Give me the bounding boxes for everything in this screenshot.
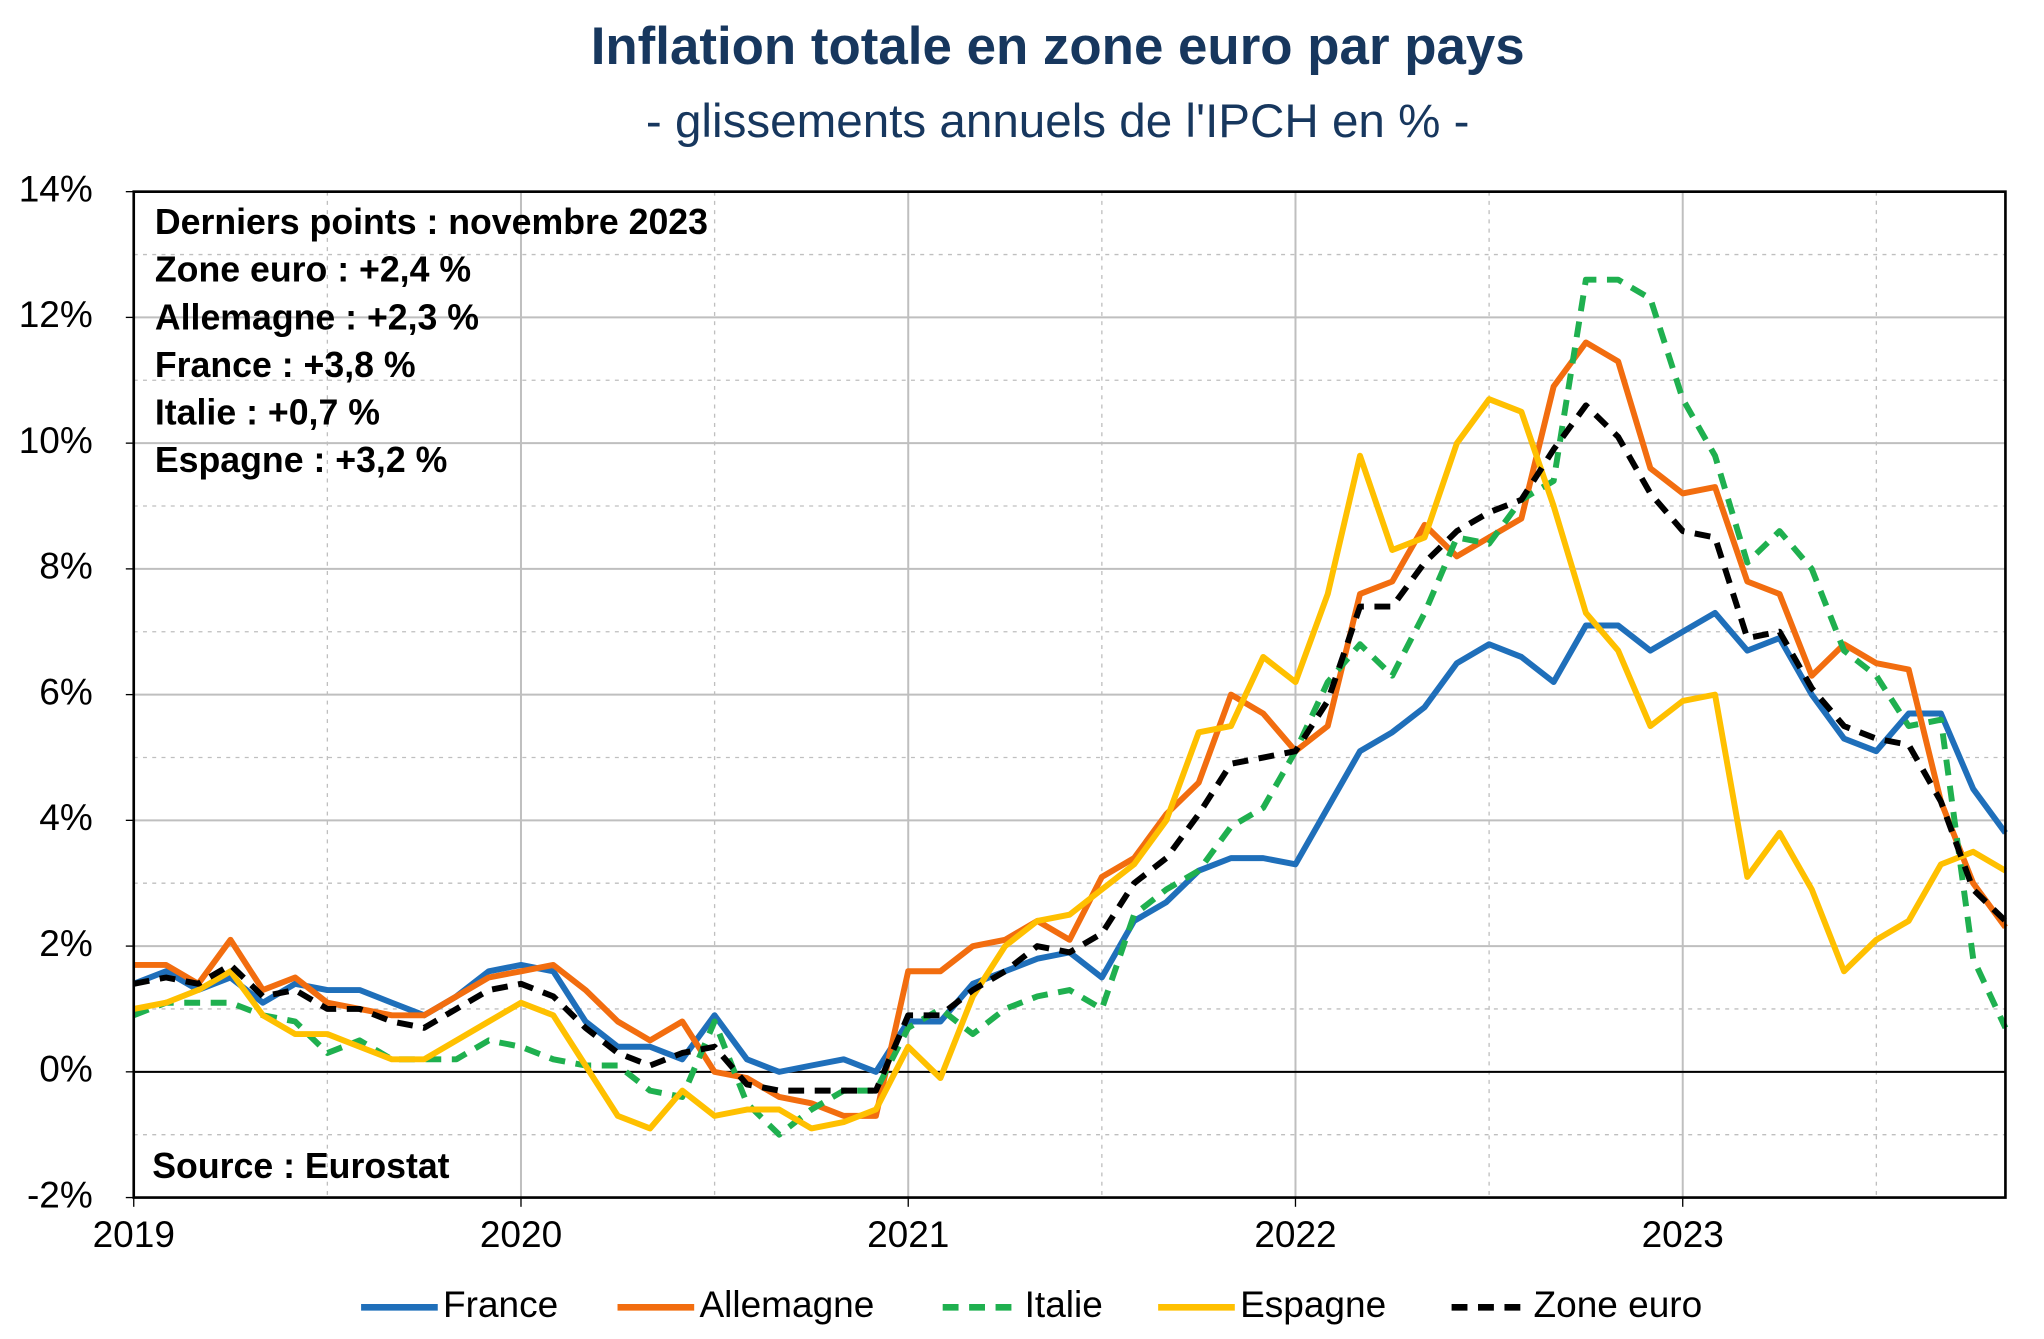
y-tick-label: -2%: [27, 1173, 93, 1215]
annotation: Italie : +0,7 %: [155, 392, 380, 432]
legend-label: Zone euro: [1534, 1283, 1703, 1325]
series-line: [132, 276, 2009, 1138]
legend-label: Espagne: [1240, 1283, 1386, 1325]
annotation: Derniers points : novembre 2023: [155, 202, 708, 242]
series-line: [133, 402, 2008, 1094]
series-line: [132, 609, 2008, 1075]
annotation: Zone euro : +2,4 %: [155, 250, 471, 290]
series-line: [133, 396, 2007, 1132]
legend-label: Allemagne: [699, 1283, 874, 1325]
y-tick-label: 6%: [39, 670, 92, 712]
annotation: Espagne : +3,2 %: [155, 440, 447, 480]
x-tick-label: 2022: [1254, 1213, 1336, 1255]
y-tick-label: 2%: [39, 922, 92, 964]
y-tick-label: 0%: [39, 1048, 92, 1090]
plot-border: [132, 190, 2007, 1199]
y-tick-label: 14%: [19, 167, 93, 209]
annotation: France : +3,8 %: [155, 345, 416, 385]
y-tick-label: 4%: [39, 796, 92, 838]
y-tick-label: 10%: [19, 419, 93, 461]
x-tick-label: 2023: [1642, 1213, 1724, 1255]
chart-title: Inflation totale en zone euro par pays: [591, 17, 1525, 76]
legend-label: France: [443, 1283, 558, 1325]
annotation: Allemagne : +2,3 %: [155, 297, 479, 337]
x-tick-label: 2019: [93, 1213, 175, 1255]
y-tick-label: 12%: [19, 293, 93, 335]
source: Source : Eurostat: [152, 1146, 449, 1186]
y-tick-label: 8%: [39, 545, 92, 587]
x-tick-label: 2021: [867, 1213, 949, 1255]
legend-label: Italie: [1025, 1283, 1103, 1325]
chart-subtitle: - glissements annuels de l'IPCH en % -: [646, 95, 1470, 148]
series-line: [133, 339, 2008, 1119]
x-tick-label: 2020: [480, 1213, 562, 1255]
